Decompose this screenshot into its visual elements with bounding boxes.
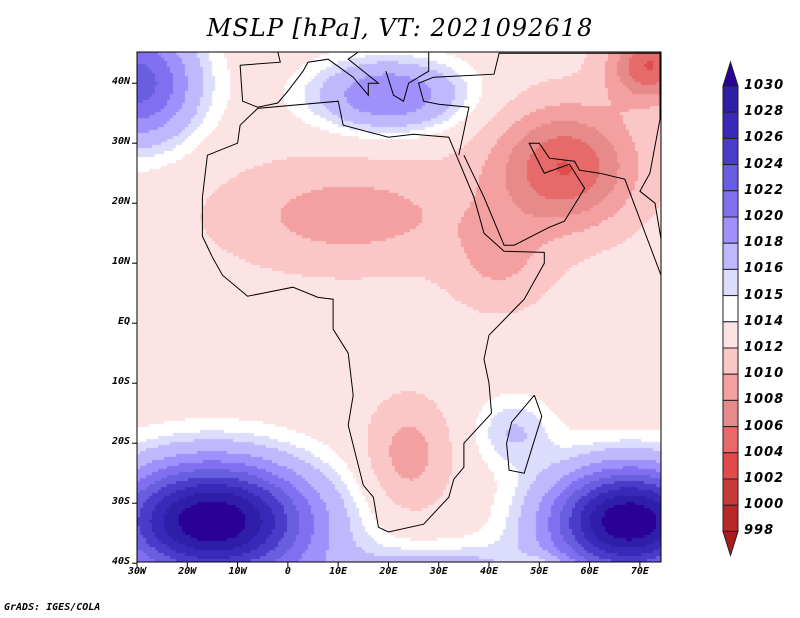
colorbar-label: 1022 [744, 182, 785, 198]
plot-title: MSLP [hPa], VT: 2021092618 [206, 14, 594, 42]
y-tick-label: 40N [111, 76, 130, 88]
colorbar-box [722, 216, 739, 244]
y-tick-label: 40S [111, 556, 130, 568]
colorbar-label: 1026 [744, 130, 785, 146]
x-tick-label: 10E [329, 566, 348, 577]
x-tick-label: 50E [530, 566, 549, 577]
colorbar-label: 1024 [744, 156, 785, 172]
pressure-field-map [137, 52, 661, 562]
colorbar-label: 1002 [744, 471, 785, 486]
colorbar-box [722, 452, 739, 480]
y-tick-label: 10N [111, 256, 130, 268]
colorbar-box [722, 373, 739, 401]
colorbar-box [722, 347, 739, 375]
x-tick-label: 0 [284, 566, 291, 577]
colorbar-label: 1015 [744, 287, 785, 303]
y-tick-label: 20S [111, 436, 130, 448]
colorbar-box [722, 268, 739, 297]
colorbar-label: 1028 [744, 104, 785, 120]
colorbar-box [722, 164, 739, 192]
madagascar-coastline [506, 394, 543, 474]
colorbar-label: 1030 [744, 78, 785, 93]
colorbar-label: 1018 [744, 235, 785, 251]
colorbar-box [722, 295, 739, 323]
colorbar-label: 1000 [744, 497, 785, 513]
colorbar-label: 1004 [744, 444, 785, 460]
colorbar-box [722, 504, 739, 532]
greece-coastline [383, 51, 430, 102]
colorbar-label: 1014 [744, 313, 785, 329]
arabia-coastline [417, 52, 662, 276]
x-tick-label: 40E [479, 566, 499, 577]
x-tick-label: 60E [580, 566, 599, 577]
colorbar-label: 998 [744, 523, 775, 539]
y-tick-label: 30N [111, 136, 130, 148]
x-tick-label: 70E [630, 566, 649, 577]
colorbar-label: 1012 [744, 340, 785, 355]
x-tick-label: 30W [127, 566, 147, 577]
colorbar-box [722, 111, 739, 139]
colorbar-label: 1008 [744, 392, 785, 408]
y-tick-label: 20N [111, 196, 130, 208]
colorbar-max-arrow [722, 60, 739, 87]
colorbar-label: 1020 [744, 209, 785, 224]
colorbar-box [722, 426, 739, 454]
colorbar-label: 1006 [744, 418, 785, 434]
colorbar-box [722, 321, 739, 349]
colorbar-box [722, 190, 739, 218]
africa-coastline [201, 100, 545, 533]
x-tick-label: 20W [178, 566, 197, 577]
colorbar-box [722, 478, 739, 506]
y-tick-label: 30S [111, 496, 130, 508]
map-frame [136, 51, 662, 563]
y-tick-label: 10S [111, 376, 130, 388]
colorbar-box [722, 399, 739, 428]
x-tick-label: 20E [379, 566, 398, 577]
iberia-coastline [239, 51, 380, 108]
colorbar-label: 1016 [744, 261, 785, 277]
x-tick-label: 10W [228, 566, 247, 577]
colorbar-min-arrow [722, 530, 739, 558]
colorbar-box [722, 242, 739, 270]
colorbar-box [722, 85, 739, 113]
x-tick-label: 30E [429, 566, 448, 577]
y-tick-label: EQ [117, 316, 130, 328]
colorbar-label: 1010 [744, 366, 785, 382]
colorbar-box [722, 137, 739, 166]
grads-credit: GrADS: IGES/COLA [4, 602, 101, 613]
